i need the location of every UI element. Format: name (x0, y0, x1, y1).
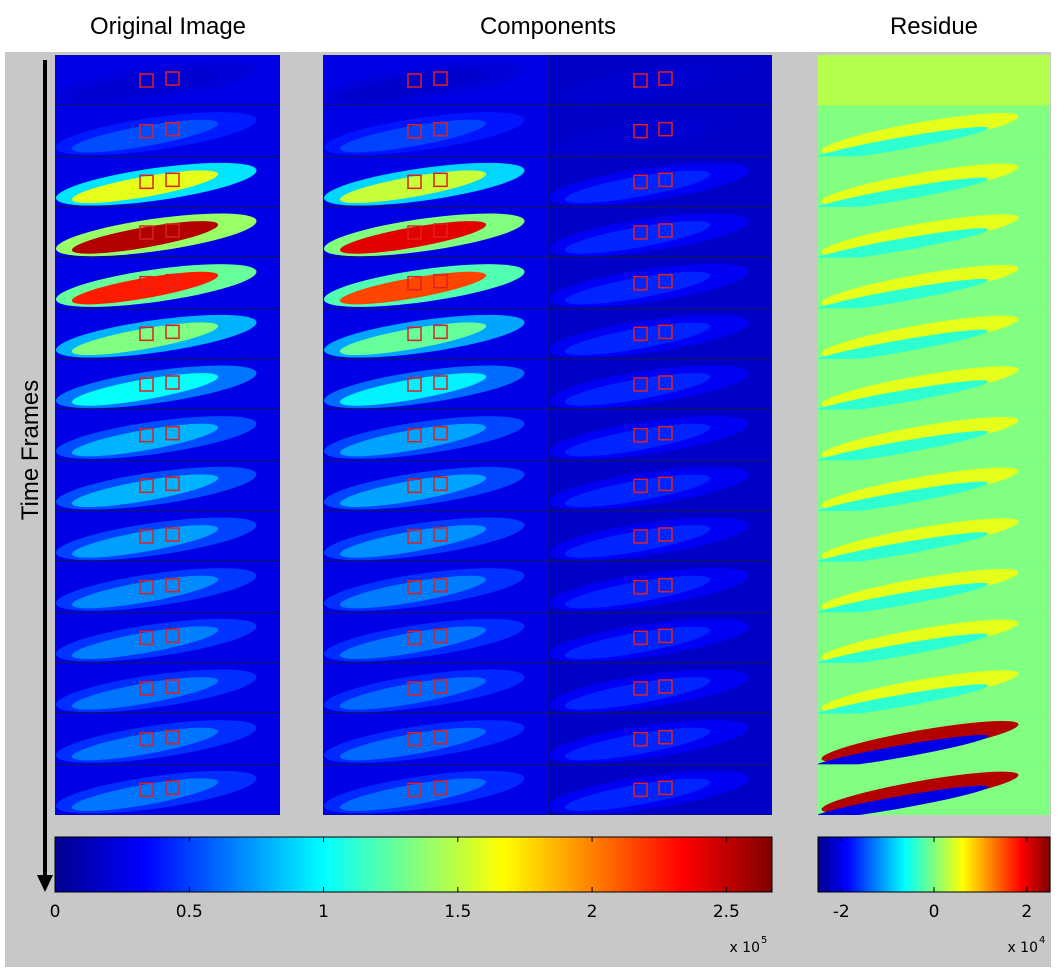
colorbar (55, 837, 772, 892)
tick-label: 0 (50, 902, 61, 922)
tick-label: 0 (929, 902, 940, 922)
tick-label: 0.5 (176, 902, 203, 922)
residue-panel (810, 55, 1050, 824)
multiplier: x 10 (1007, 940, 1038, 956)
axis-label: Time Frames (17, 380, 44, 520)
figure: Original Image Components Residue Time F… (0, 0, 1058, 972)
tick-label: 1 (318, 902, 329, 922)
panels (54, 53, 1050, 824)
multiplier: x 10 (729, 940, 760, 956)
tick-label: 2 (1021, 902, 1032, 922)
tick-label: -2 (833, 902, 850, 922)
components-panel (322, 53, 772, 823)
panel-title: Components (480, 13, 616, 40)
original-panel (54, 53, 280, 823)
tick-label: 2.5 (713, 902, 740, 922)
residue-row (818, 55, 1050, 106)
panel-title: Original Image (90, 13, 246, 40)
colorbar (818, 837, 1050, 892)
multiplier-exponent: 5 (761, 935, 767, 946)
tick-label: 1.5 (444, 902, 471, 922)
panel-title: Residue (890, 13, 978, 40)
multiplier-exponent: 4 (1039, 935, 1045, 946)
tick-label: 2 (587, 902, 598, 922)
